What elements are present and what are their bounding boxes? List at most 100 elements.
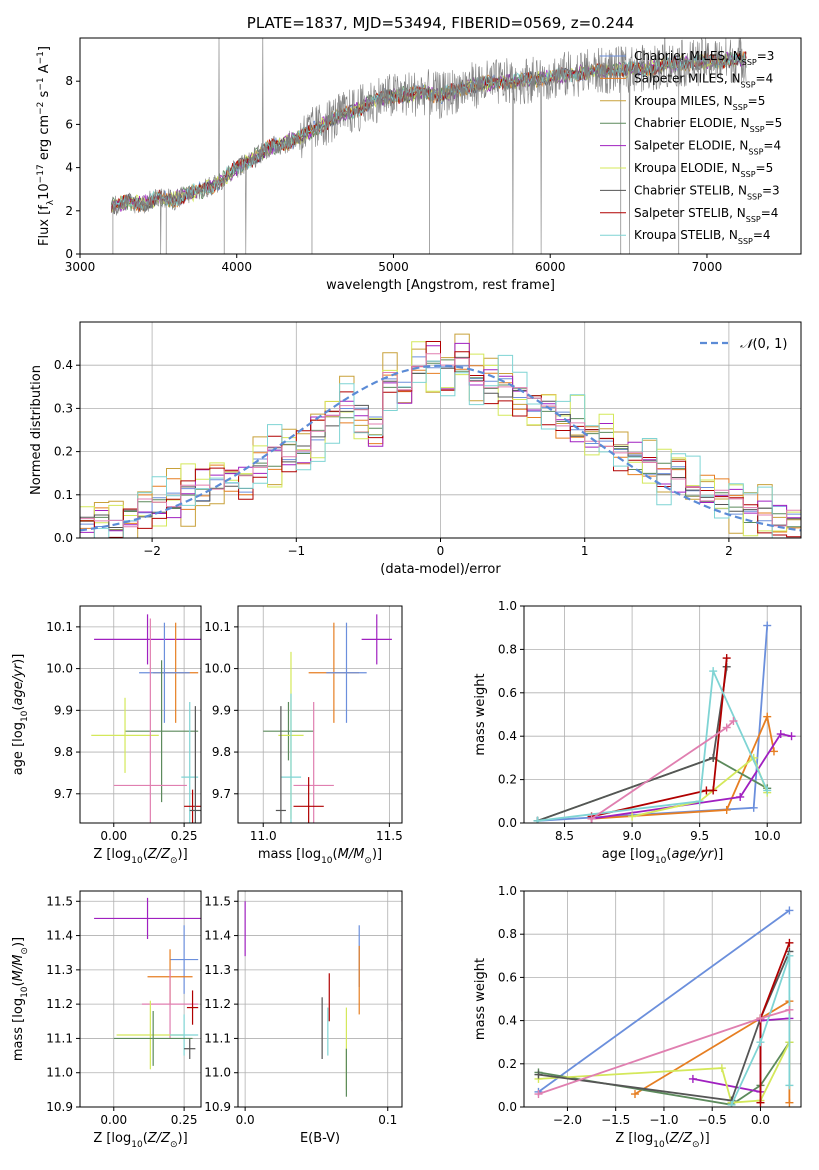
x-tick-label: 0.1 [378, 1113, 397, 1127]
legend-label-part: SSP [746, 214, 761, 223]
y-tick-label: 0.8 [498, 642, 517, 656]
y-tick-label: 0 [65, 247, 73, 261]
y-tick-label: 0.3 [54, 401, 73, 415]
legend-label-part: SSP [748, 147, 763, 156]
y-tick-label: 10.0 [204, 662, 231, 676]
y-tick-label: 11.2 [46, 997, 73, 1011]
y-axis-label-part: erg cm [37, 115, 52, 164]
y-axis-label-part: M/M [11, 955, 26, 982]
x-tick-label: 0.25 [171, 1113, 198, 1127]
y-tick-label: 0.2 [54, 445, 73, 459]
x-tick-label: 0.0 [751, 1113, 770, 1127]
y-axis-label-part: λ [46, 199, 56, 205]
y-axis-label-part: −17 [36, 164, 46, 183]
legend-label-part: Chabrier STELIB, N [634, 183, 747, 197]
x-axis-label: (data-model)/error [380, 562, 501, 577]
y-tick-label: 9.9 [54, 703, 73, 717]
x-tick-label: 4000 [221, 260, 252, 274]
histogram-step-line [80, 341, 801, 538]
x-axis-label-part: ⊙ [692, 1140, 700, 1150]
x-axis-label-part: Z [log [93, 1131, 131, 1146]
normal-curve-line [80, 364, 801, 532]
legend-label-part: SSP [741, 80, 756, 89]
legend-label: 𝒩(0, 1) [740, 337, 787, 352]
x-tick-label: 8.5 [555, 829, 574, 843]
y-tick-label: 11.5 [46, 894, 73, 908]
x-axis-label: Z [log10(Z/Z⊙)] [93, 847, 187, 866]
legend-label: Kroupa STELIB, NSSP=4 [634, 228, 771, 246]
x-tick-label: 0.0 [236, 1113, 255, 1127]
y-axis-label: Flux [fλ10−17 erg cm−2 s−1 A−1] [36, 46, 56, 246]
y-tick-label: 11.0 [204, 1066, 231, 1080]
y-tick-label: 0.2 [498, 773, 517, 787]
legend-label-part: SSP [747, 192, 762, 201]
x-axis-label-part: Z [log [93, 847, 131, 862]
legend-label: Salpeter STELIB, NSSP=4 [634, 206, 778, 224]
x-axis-label-part: ( [665, 1131, 670, 1146]
y-axis-label-part: age [log [11, 722, 26, 775]
x-axis-label-part: E(B-V) [300, 1131, 340, 1146]
x-tick-label: 5000 [378, 260, 409, 274]
y-tick-label: 4 [65, 161, 73, 175]
legend-label-part: Chabrier MILES, N [634, 49, 742, 63]
y-tick-label: 10.9 [204, 1100, 231, 1114]
x-axis-label-part: )] [178, 847, 188, 862]
x-axis-label-part: wavelength [Angstrom, rest frame] [326, 278, 555, 293]
observed-spectrum-line [111, 38, 747, 254]
axes-frame [79, 37, 802, 255]
panel-mass_weight_vs_Z: −2.0 −1.5 −1.0 −0.5 0.0 0.0 0.2 0.4 0.6 0.8 1.0 Z [… [473, 884, 802, 1150]
plot-area [110, 38, 747, 254]
y-axis-label: age [log10(age/yr)] [11, 654, 30, 776]
legend-label: Kroupa ELODIE, NSSP=5 [634, 161, 773, 179]
y-axis-label-part: )] [11, 654, 26, 664]
y-axis-label-part: ⊙ [20, 947, 30, 955]
y-axis-label-part: 10 [20, 986, 30, 998]
legend-label-part: SSP [741, 170, 756, 179]
y-axis-label-part: 10 [20, 710, 30, 722]
y-axis-label-part: 10 [37, 183, 52, 200]
y-tick-label: 9.7 [54, 787, 73, 801]
x-axis-label-part: mass [log [258, 847, 321, 862]
x-tick-label: −0.5 [698, 1113, 727, 1127]
legend-label-part: SSP [738, 237, 753, 246]
y-tick-label: 9.8 [212, 745, 231, 759]
y-tick-label: 8 [65, 74, 73, 88]
y-tick-label: 0.6 [498, 686, 517, 700]
x-axis-label-part: age/yr [671, 847, 714, 862]
axes-frame [237, 890, 403, 1108]
panel-mass_vs_Z: 0.00 0.25 10.9 11.0 11.1 11.2 11.3 11.4 11.5 Z [l… [11, 890, 202, 1150]
x-tick-label: −1.5 [601, 1113, 630, 1127]
y-axis-label-part: mass [log [11, 998, 26, 1061]
y-tick-label: 0.8 [498, 927, 517, 941]
panel-age_vs_Z: 0.00 0.259.79.89.910.010.1Z [log10(Z/Z⊙)]… [11, 605, 202, 866]
y-tick-label: 11.1 [204, 1031, 231, 1045]
x-axis-label-part: Z [log [615, 1131, 653, 1146]
y-tick-label: 11.3 [46, 963, 73, 977]
x-tick-label: 0.25 [171, 829, 198, 843]
x-tick-label: −2 [143, 544, 161, 558]
x-tick-label: 11.0 [250, 829, 277, 843]
x-axis-label-part: ( [666, 847, 671, 862]
chart-title: PLATE=1837, MJD=53494, FIBERID=0569, z=0… [247, 14, 634, 32]
x-axis-label: Z [log10(Z/Z⊙)] [615, 1131, 709, 1150]
x-axis-label-part: 10 [321, 856, 333, 866]
legend-label-part: =3 [762, 183, 780, 197]
y-axis-label: mass weight [473, 958, 488, 1040]
weight-line [730, 955, 791, 1106]
x-tick-label: 10.0 [754, 829, 781, 843]
legend-label: Chabrier STELIB, NSSP=3 [634, 183, 780, 201]
weight-line [537, 667, 769, 822]
legend-label-part: Kroupa STELIB, N [634, 228, 738, 242]
legend-label-part: =4 [763, 139, 781, 153]
y-tick-label: 9.7 [212, 787, 231, 801]
y-axis-label-part: age/yr [11, 662, 26, 705]
axes-frame [237, 605, 403, 824]
legend-label: Salpeter ELODIE, NSSP=4 [634, 139, 781, 157]
x-axis-label-part: ( [143, 847, 148, 862]
y-axis-label: mass [log10(M/M⊙)] [11, 937, 30, 1061]
y-tick-label: 10.0 [46, 662, 73, 676]
plot-area [80, 333, 801, 538]
plot-background [238, 606, 402, 823]
y-tick-label: 0.6 [498, 970, 517, 984]
